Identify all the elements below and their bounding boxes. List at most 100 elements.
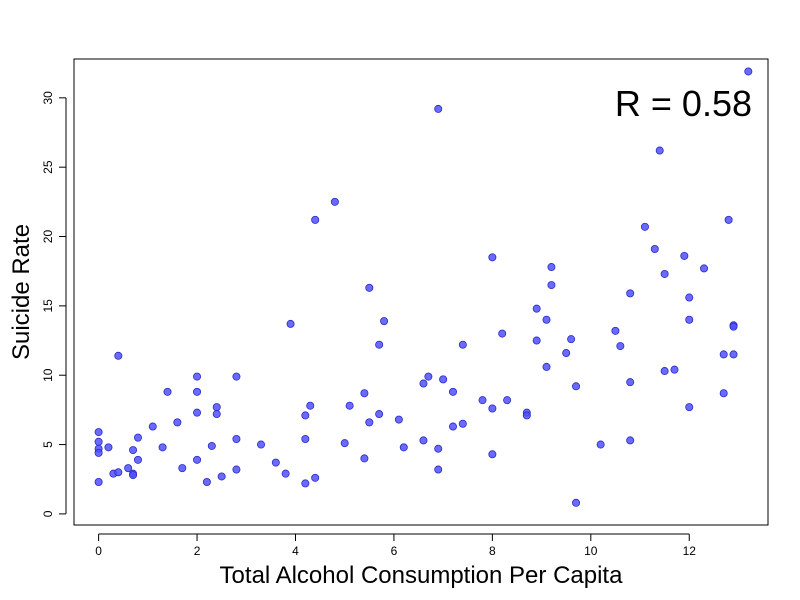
x-tick-label: 4 — [292, 544, 299, 558]
data-point — [380, 317, 389, 326]
x-tick-label: 2 — [194, 544, 201, 558]
data-point — [532, 304, 541, 313]
y-tick-label: 5 — [41, 441, 55, 448]
data-point — [365, 418, 374, 427]
data-point — [729, 350, 738, 359]
data-point — [670, 365, 679, 374]
data-point — [286, 319, 295, 328]
data-point — [650, 245, 659, 254]
data-point — [311, 473, 320, 482]
data-point — [360, 389, 369, 398]
data-point — [94, 437, 103, 446]
data-point — [340, 439, 349, 448]
data-point — [567, 335, 576, 344]
data-point — [685, 293, 694, 302]
data-point — [281, 469, 290, 478]
data-point — [193, 372, 202, 381]
data-point — [133, 433, 142, 442]
data-point — [434, 104, 443, 113]
data-point — [596, 440, 605, 449]
data-point — [193, 455, 202, 464]
x-axis: 0 2 4 6 8 10 12 — [95, 533, 697, 558]
y-axis-title: Suicide Rate — [8, 224, 35, 360]
data-point — [114, 351, 123, 360]
correlation-annotation: R = 0.58 — [615, 83, 752, 124]
data-point — [640, 222, 649, 231]
data-point — [129, 471, 138, 480]
x-tick-label: 0 — [95, 544, 102, 558]
data-point — [572, 498, 581, 507]
data-point — [193, 387, 202, 396]
data-points — [94, 67, 753, 507]
data-point — [547, 263, 556, 272]
plot-frame — [73, 58, 769, 526]
y-tick-label: 30 — [41, 91, 55, 105]
data-point — [232, 465, 241, 474]
data-point — [104, 443, 113, 452]
data-point — [655, 146, 664, 155]
data-point — [94, 478, 103, 487]
data-point — [424, 372, 433, 381]
y-tick-label: 20 — [41, 230, 55, 244]
data-point — [399, 443, 408, 452]
data-point — [212, 403, 221, 412]
data-point — [193, 408, 202, 417]
y-axis: 0 5 10 15 20 25 30 — [41, 91, 67, 517]
data-point — [129, 446, 138, 455]
x-tick-label: 12 — [683, 544, 697, 558]
data-point — [114, 468, 123, 477]
data-point — [178, 464, 187, 473]
data-point — [94, 428, 103, 437]
data-point — [626, 378, 635, 387]
data-point — [375, 410, 384, 419]
x-tick-label: 8 — [489, 544, 496, 558]
data-point — [301, 411, 310, 420]
data-point — [124, 464, 133, 473]
data-point — [729, 322, 738, 331]
data-point — [719, 389, 728, 398]
data-point — [542, 315, 551, 324]
data-point — [547, 281, 556, 290]
data-point — [301, 435, 310, 444]
data-point — [660, 269, 669, 278]
data-point — [724, 215, 733, 224]
data-point — [498, 329, 507, 338]
data-point — [744, 67, 753, 76]
data-point — [360, 454, 369, 463]
data-point — [719, 350, 728, 359]
data-point — [394, 415, 403, 424]
x-tick-label: 10 — [584, 544, 598, 558]
data-point — [163, 387, 172, 396]
y-tick-label: 0 — [41, 510, 55, 517]
data-point — [626, 436, 635, 445]
data-point — [345, 401, 354, 410]
x-tick-label: 6 — [391, 544, 398, 558]
data-point — [685, 403, 694, 412]
data-point — [158, 443, 167, 452]
data-point — [173, 418, 182, 427]
data-point — [271, 458, 280, 467]
data-point — [680, 251, 689, 260]
data-point — [301, 479, 310, 488]
data-point — [419, 379, 428, 388]
data-point — [626, 289, 635, 298]
data-point — [488, 450, 497, 459]
data-point — [572, 382, 581, 391]
data-point — [448, 422, 457, 431]
data-point — [434, 444, 443, 453]
data-point — [365, 283, 374, 292]
data-point — [616, 342, 625, 351]
data-point — [522, 411, 531, 420]
data-point — [217, 472, 226, 481]
data-point — [257, 440, 266, 449]
y-tick-label: 25 — [41, 160, 55, 174]
data-point — [562, 349, 571, 358]
data-point — [448, 387, 457, 396]
data-point — [503, 396, 512, 405]
data-point — [212, 410, 221, 419]
data-point — [434, 465, 443, 474]
data-point — [542, 362, 551, 371]
data-point — [232, 435, 241, 444]
data-point — [439, 375, 448, 384]
